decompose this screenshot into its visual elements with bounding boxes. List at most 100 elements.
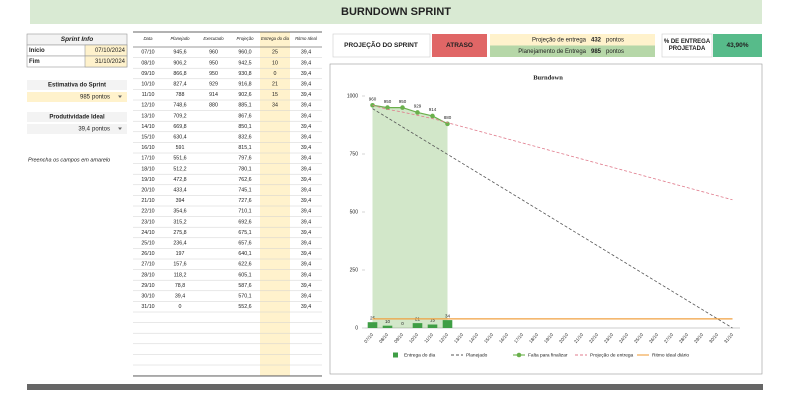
table-cell: 39,4 <box>301 135 311 141</box>
table-cell: 19/10 <box>141 177 154 183</box>
table-cell: 07/10 <box>141 50 154 56</box>
series-point <box>385 105 390 110</box>
projection-unit: pontos <box>606 38 624 44</box>
x-tick-label: 29/10 <box>693 332 704 344</box>
x-tick-label: 31/10 <box>723 332 734 344</box>
table-cell: 12/10 <box>141 103 154 109</box>
table-cell: 39,4 <box>301 272 311 278</box>
legend-label: Falta para finalizar <box>528 352 568 358</box>
instruction-note: Preencha os campos em amarelo <box>28 157 110 163</box>
x-tick-label: 11/10 <box>423 332 434 344</box>
table-cell: 960,0 <box>238 50 251 56</box>
table-cell: 08/10 <box>141 60 154 66</box>
percent-label-box: % DE ENTREGA PROJETADA <box>664 39 710 52</box>
status-cell <box>432 34 487 57</box>
productivity-label-cell <box>27 112 127 122</box>
column-header: Planejado <box>170 36 190 42</box>
x-tick-label: 09/10 <box>393 332 404 344</box>
table-cell: 867,6 <box>238 113 251 119</box>
table-cell: 433,4 <box>173 188 186 194</box>
table-cell: 512,2 <box>173 166 186 172</box>
y-tick-label: 0 <box>355 325 358 331</box>
table-cell: 39,4 <box>301 156 311 162</box>
table-cell: 394 <box>176 198 185 204</box>
column-header: Executado <box>203 36 224 42</box>
series-line <box>372 108 733 329</box>
table-cell: 118,2 <box>174 272 187 278</box>
table-cell: 832,6 <box>238 135 251 141</box>
table-cell: 11/10 <box>142 92 155 98</box>
column-header-box: Data <box>143 36 153 42</box>
table-cell: 675,1 <box>238 230 251 236</box>
delivery-bar <box>427 324 438 328</box>
table-cell: 942,5 <box>238 60 251 66</box>
table-cell: 39,4 <box>301 251 311 257</box>
title-bar <box>30 0 762 24</box>
estimate-unit: pontos <box>92 95 110 101</box>
table-cell: 815,1 <box>238 145 251 151</box>
projection-value: 432 <box>591 38 602 44</box>
table-cell: 78,8 <box>175 283 185 289</box>
table-cell: 315,2 <box>173 219 186 225</box>
column-header: Data <box>143 36 153 42</box>
x-tick-label: 17/10 <box>513 332 524 344</box>
delivery-bar <box>412 323 423 328</box>
y-tick-label: 750 <box>350 151 359 157</box>
x-tick-label: 07/10 <box>363 332 374 344</box>
table-cell: 39,4 <box>301 71 311 77</box>
delivery-bar <box>382 325 393 328</box>
chart-frame <box>329 63 763 375</box>
table-cell: 591 <box>176 145 185 151</box>
table-cell: 39,4 <box>301 92 311 98</box>
table-cell: 960 <box>209 50 218 56</box>
table-cell: 39,4 <box>301 241 311 247</box>
table-cell: 780,1 <box>238 166 251 172</box>
table-cell: 14/10 <box>141 124 154 130</box>
x-tick-label: 25/10 <box>633 332 644 344</box>
table-cell: 39,4 <box>301 145 311 151</box>
delivery-bar <box>442 320 453 328</box>
table-cell: 669,8 <box>173 124 186 130</box>
table-cell: 930,8 <box>238 71 251 77</box>
table-cell: 657,6 <box>238 241 251 247</box>
table-cell: 551,6 <box>173 156 186 162</box>
table-cell: 0 <box>274 71 277 77</box>
table-cell: 236,4 <box>173 241 186 247</box>
dropdown-arrow <box>118 127 122 130</box>
x-tick-label: 20/10 <box>558 332 569 344</box>
table-cell: 827,4 <box>173 82 186 88</box>
table-cell: 39,4 <box>301 60 311 66</box>
table-cell: 39,4 <box>301 113 311 119</box>
x-tick-label: 21/10 <box>573 332 584 344</box>
x-tick-label: 24/10 <box>618 332 629 344</box>
x-tick-label: 18/10 <box>528 332 539 344</box>
table-cell: 880 <box>209 103 218 109</box>
productivity-value: 39,4 <box>78 127 90 133</box>
table-cell: 605,1 <box>238 272 251 278</box>
table-cell: 640,1 <box>238 251 251 257</box>
table-cell: 39,4 <box>301 230 311 236</box>
table-cell: 945,6 <box>173 50 186 56</box>
column-header-box: Ritmo Ideal <box>295 36 317 41</box>
table-cell: 950 <box>209 71 218 77</box>
column-header-box: Projeção <box>237 36 254 41</box>
start-label: Início <box>29 48 45 54</box>
table-cell: 552,6 <box>238 304 251 310</box>
series-point <box>400 105 405 110</box>
estimate-value: 985 <box>80 95 91 101</box>
y-tick-label: 500 <box>350 209 359 215</box>
legend-swatch <box>393 352 398 358</box>
table-cell: 745,1 <box>238 188 251 194</box>
column-header-box: Planejado <box>170 36 190 42</box>
legend-label: Projeção de entrega <box>590 352 634 358</box>
table-cell: 902,6 <box>238 92 251 98</box>
bar-label: 0 <box>401 321 404 326</box>
table-cell: 10/10 <box>141 82 154 88</box>
legend-marker <box>516 352 522 358</box>
end-date: 31/10/2024 <box>95 59 126 65</box>
x-tick-label: 16/10 <box>498 332 509 344</box>
planning-row <box>490 45 655 57</box>
table-cell: 21/10 <box>141 198 154 204</box>
bottom-space <box>0 390 800 400</box>
point-label: 880 <box>444 115 452 120</box>
